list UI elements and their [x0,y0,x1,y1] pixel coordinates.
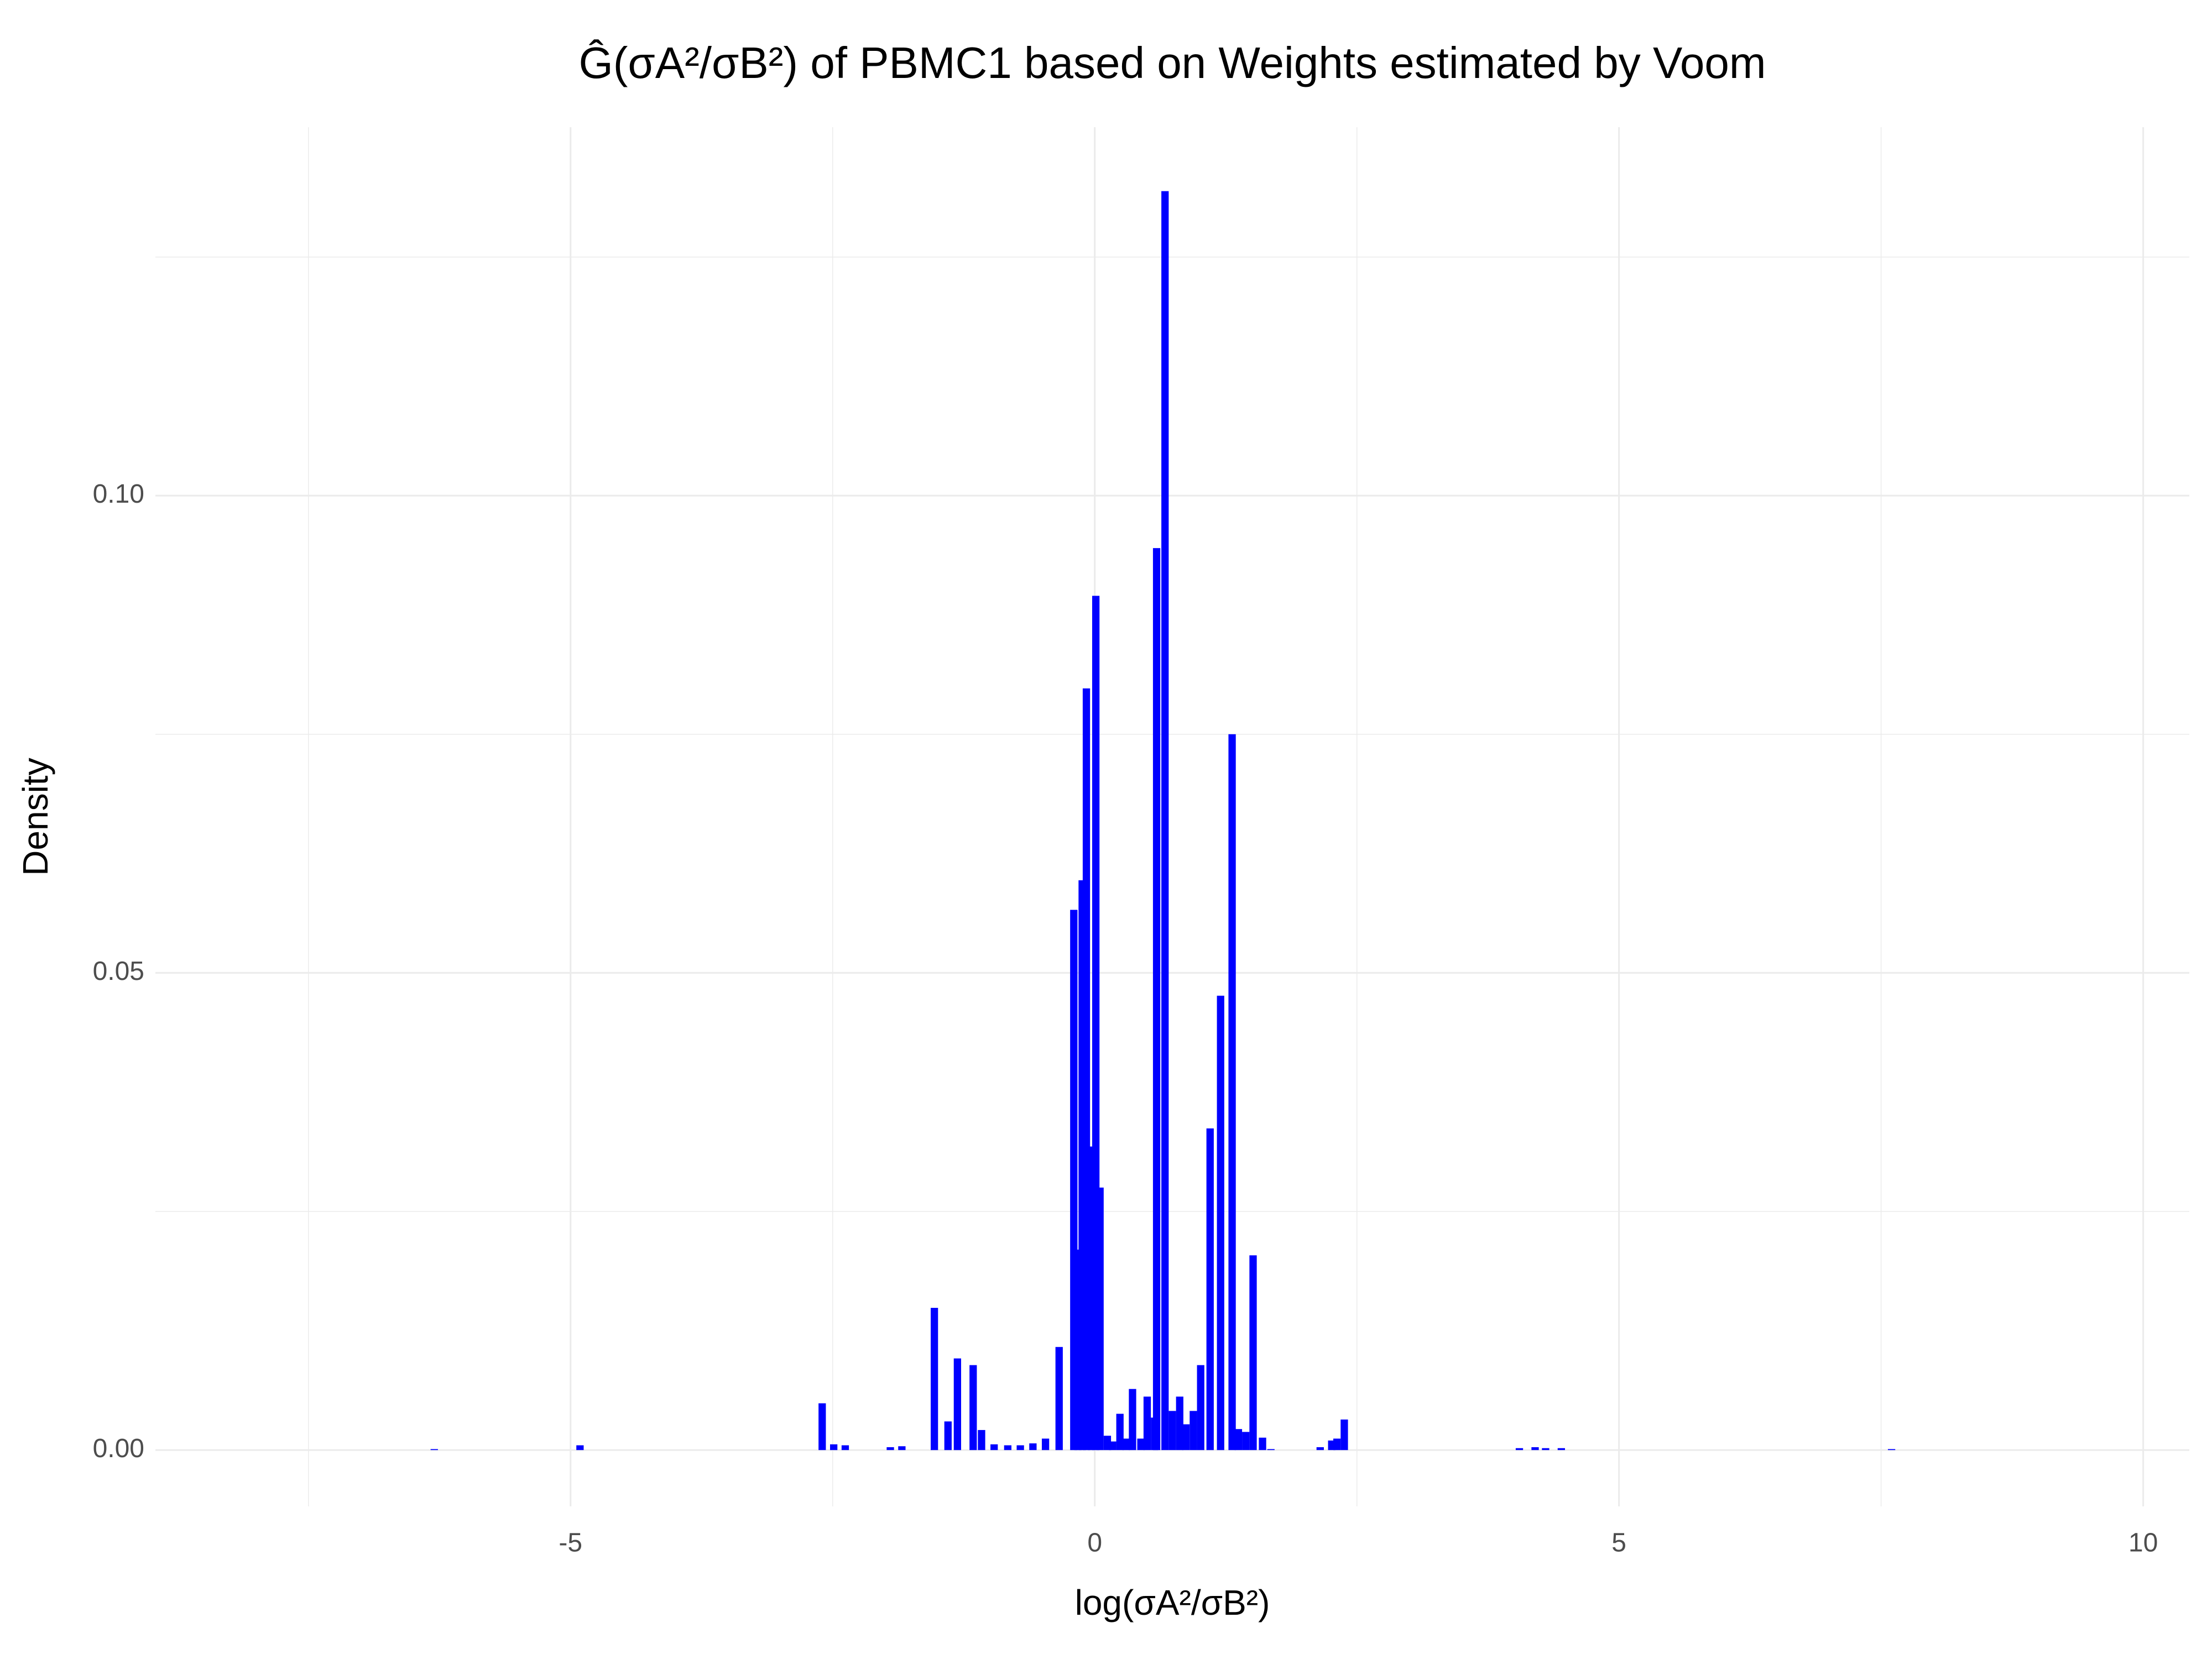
bar [969,1365,977,1451]
bar [1016,1445,1024,1451]
bar [1004,1445,1011,1451]
bar [1542,1448,1550,1451]
bar [931,1308,938,1451]
bar [1182,1424,1190,1451]
bar [1217,995,1224,1451]
y-tick-label: 0.05 [93,957,144,986]
bar [1122,1438,1130,1451]
bar [1190,1411,1197,1451]
x-tick-label: -5 [559,1528,582,1558]
bar [978,1430,985,1451]
bar [1242,1432,1250,1451]
bar [1055,1347,1063,1451]
x-tick-label: 10 [2128,1528,2158,1558]
x-axis-title: log(σA²/σB²) [1075,1583,1270,1623]
bar [1176,1396,1183,1451]
bar [841,1445,849,1451]
bar [430,1449,438,1451]
bar [898,1446,906,1451]
bar [990,1444,998,1451]
bar [1531,1447,1539,1451]
bar [1557,1448,1566,1451]
bar [830,1444,838,1451]
bar [1228,734,1236,1451]
x-tick-label: 0 [1087,1528,1102,1558]
bar [1887,1449,1896,1451]
bar [1206,1128,1214,1451]
bar [1267,1449,1275,1451]
bar [1168,1411,1176,1451]
bar [576,1445,584,1451]
x-tick-label: 5 [1611,1528,1626,1558]
bar [1096,1187,1104,1451]
bar [886,1447,894,1451]
bar [1109,1441,1117,1451]
y-tick-label: 0.10 [93,479,144,509]
y-tick-label: 0.00 [93,1434,144,1463]
bar [1129,1389,1136,1451]
bar [1137,1438,1145,1451]
bar [1234,1429,1243,1451]
bar [1116,1413,1124,1451]
bar [1143,1396,1151,1451]
bar [1161,191,1169,1451]
bar [944,1421,952,1451]
bar [1515,1448,1524,1451]
bar [1152,548,1161,1451]
bar [1249,1255,1257,1451]
bar [818,1403,826,1451]
bar [1029,1443,1037,1451]
bar [1197,1365,1204,1451]
bar [1041,1438,1050,1451]
bar [1316,1447,1324,1451]
chart-title: Ĝ(σA²/σB²) of PBMC1 based on Weights est… [578,38,1766,87]
bar [953,1358,961,1451]
bar [1259,1437,1266,1451]
bar [1340,1419,1348,1451]
y-axis-title: Density [15,758,55,875]
bar [1333,1438,1341,1451]
